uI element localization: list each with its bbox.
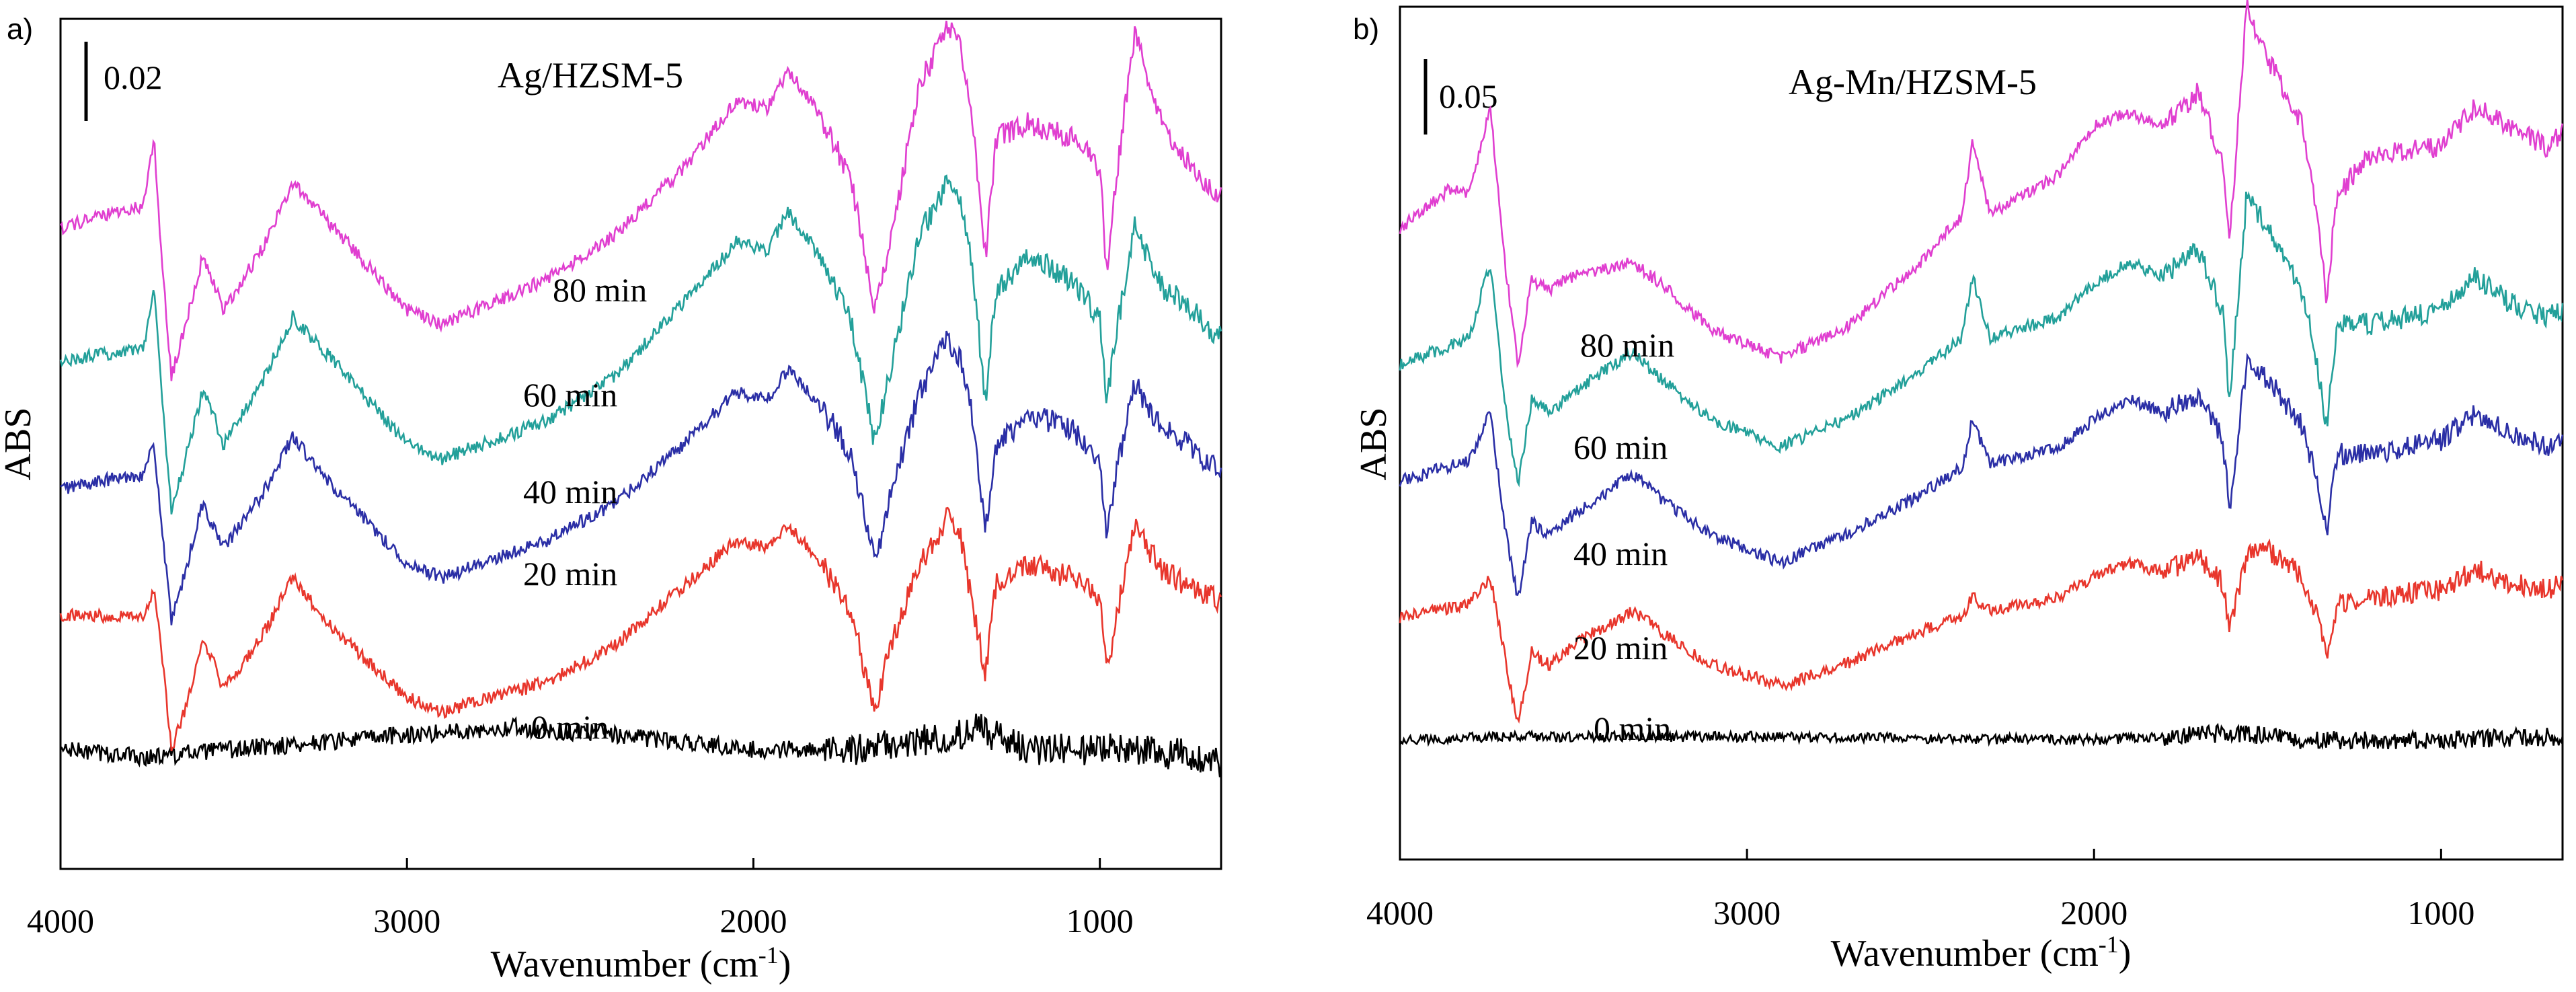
panel-b-curves — [1399, 0, 2564, 751]
panel-b-series-label-80-min: 80 min — [1580, 326, 1674, 364]
panel-b-y-axis-label: ABS — [1353, 408, 1395, 481]
panel-b-line-80-min — [1399, 0, 2564, 369]
panel-a-scale-bar-label: 0.02 — [104, 59, 163, 96]
panel-a-line-80-min — [59, 20, 1222, 381]
panel-b-line-20-min — [1399, 538, 2564, 724]
panel-b-x-axis-label-close: ) — [2119, 933, 2132, 975]
panel-a-line-20-min — [59, 506, 1222, 752]
panel-a-label: a) — [7, 13, 33, 46]
panel-b-x-tick-label-2000: 2000 — [2060, 894, 2128, 931]
panel-b: b) 0.05 Ag-Mn/HZSM-5 0 min 20 min 40 min… — [1353, 0, 2564, 975]
panel-a-y-axis-label: ABS — [0, 408, 39, 481]
panel-a-x-tick-label-4000: 4000 — [27, 902, 94, 940]
panel-b-series-label-0-min: 0 min — [1594, 710, 1671, 747]
panel-a-x-tick-label-1000: 1000 — [1066, 902, 1134, 940]
panel-a-series-label-20-min: 20 min — [523, 555, 617, 593]
panel-b-plot-frame — [1399, 5, 2564, 861]
panel-a-line-60-min — [59, 174, 1222, 514]
panel-b-x-tick-label-4000: 4000 — [1366, 894, 1434, 931]
panel-b-x-axis-label-superscript: -1 — [2099, 931, 2119, 958]
panel-a-series-label-0-min: 0 min — [531, 708, 609, 746]
panel-a-line-40-min — [60, 330, 1222, 625]
panel-b-series-label-40-min: 40 min — [1573, 535, 1668, 572]
panel-a-series-label-80-min: 80 min — [553, 271, 647, 309]
panel-a-x-tick-label-2000: 2000 — [719, 902, 787, 940]
panel-b-series-label-20-min: 20 min — [1573, 629, 1668, 666]
panel-a-series-label-60-min: 60 min — [523, 376, 617, 414]
panel-b-line-0-min — [1399, 722, 2564, 751]
panel-b-title: Ag-Mn/HZSM-5 — [1789, 62, 2037, 102]
panel-b-line-60-min — [1399, 191, 2564, 488]
panel-b-x-axis-label-main: Wavenumber (cm — [1831, 933, 2099, 975]
panel-b-series-label-60-min: 60 min — [1573, 428, 1668, 466]
panel-a-x-tick-label-3000: 3000 — [373, 902, 440, 940]
panel-a-plot-frame — [59, 17, 1222, 870]
panel-b-label: b) — [1353, 13, 1379, 46]
panel-a-x-axis-label-superscript: -1 — [758, 942, 779, 968]
panel-b-x-axis-label: Wavenumber (cm-1) — [1831, 931, 2132, 975]
panel-a-x-axis-label-close: ) — [779, 944, 791, 985]
panel-b-line-40-min — [1399, 352, 2564, 597]
panel-a: a) 0.02 Ag/HZSM-5 0 min 20 min 40 min 60… — [0, 13, 1222, 985]
panel-a-line-0-min — [60, 714, 1222, 777]
panel-a-curves — [59, 20, 1222, 777]
panel-a-x-axis-label-main: Wavenumber (cm — [491, 944, 758, 985]
panel-a-title: Ag/HZSM-5 — [498, 55, 683, 96]
panel-a-x-ticks: 4000 3000 2000 1000 — [27, 858, 1134, 940]
panel-b-x-tick-label-1000: 1000 — [2407, 894, 2474, 931]
panel-b-x-ticks: 4000 3000 2000 1000 — [1366, 849, 2474, 931]
panel-a-x-axis-label: Wavenumber (cm-1) — [491, 942, 791, 985]
panel-b-x-tick-label-3000: 3000 — [1713, 894, 1781, 931]
panel-b-scale-bar-label: 0.05 — [1439, 77, 1498, 115]
panel-a-series-label-40-min: 40 min — [523, 473, 617, 510]
